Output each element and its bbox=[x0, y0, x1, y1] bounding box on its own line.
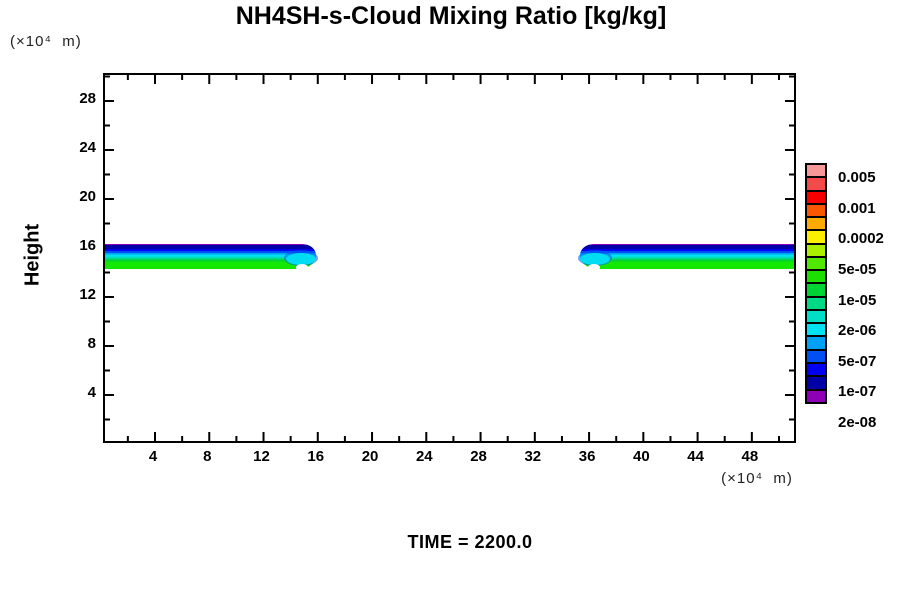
colorbar-label: 0.005 bbox=[838, 169, 876, 187]
axis-ticks bbox=[105, 75, 794, 441]
x-tick-label: 36 bbox=[578, 448, 596, 465]
y-tick-label: 16 bbox=[79, 237, 96, 254]
x-tick-label: 16 bbox=[307, 448, 325, 465]
colorbar bbox=[805, 163, 827, 404]
x-tick-label: 28 bbox=[470, 448, 487, 465]
time-annotation: TIME = 2200.0 bbox=[407, 532, 533, 552]
y-tick-label: 4 bbox=[87, 384, 96, 401]
x-tick-label: 44 bbox=[687, 448, 704, 465]
y-tick-label: 24 bbox=[79, 139, 96, 156]
colorbar-label: 0.001 bbox=[838, 199, 876, 217]
x-tick-label: 4 bbox=[148, 448, 158, 465]
x-tick-label: 12 bbox=[253, 448, 270, 465]
band-tip-notch bbox=[587, 263, 600, 271]
y-tick-label: 12 bbox=[79, 286, 96, 303]
band-tip-notch bbox=[296, 263, 309, 271]
y-tick-label: 28 bbox=[79, 90, 96, 107]
right-cloud-band bbox=[577, 244, 794, 271]
x-tick-label: 8 bbox=[203, 448, 212, 465]
chart-title: NH4SH-s-Cloud Mixing Ratio [kg/kg] bbox=[235, 2, 667, 30]
colorbar-label: 0.0002 bbox=[838, 230, 884, 248]
x-tick-label: 24 bbox=[415, 448, 433, 465]
y-axis-unit-label: (×10⁴ m) bbox=[10, 33, 82, 50]
x-axis-unit-label: (×10⁴ m) bbox=[721, 470, 793, 487]
x-tick-label: 32 bbox=[524, 448, 542, 465]
y-tick-label: 8 bbox=[87, 335, 96, 352]
colorbar-label: 2e-08 bbox=[838, 413, 877, 431]
colorbar-label: 1e-07 bbox=[838, 383, 877, 401]
colorbar-label: 5e-07 bbox=[838, 352, 877, 370]
y-axis-title: Height bbox=[21, 223, 44, 287]
band-tip-blob bbox=[286, 253, 317, 266]
colorbar-cell bbox=[805, 388, 827, 404]
x-tick-label: 48 bbox=[741, 448, 759, 465]
x-tick-label: 20 bbox=[361, 448, 379, 465]
y-tick-label: 20 bbox=[79, 188, 96, 205]
colorbar-label: 5e-05 bbox=[838, 260, 877, 278]
band-tip-blob bbox=[579, 253, 610, 266]
x-tick-label: 40 bbox=[632, 448, 650, 465]
left-cloud-band bbox=[105, 244, 319, 271]
plot-area bbox=[103, 73, 796, 443]
colorbar-label: 2e-06 bbox=[838, 322, 877, 340]
colorbar-label: 1e-05 bbox=[838, 291, 877, 309]
